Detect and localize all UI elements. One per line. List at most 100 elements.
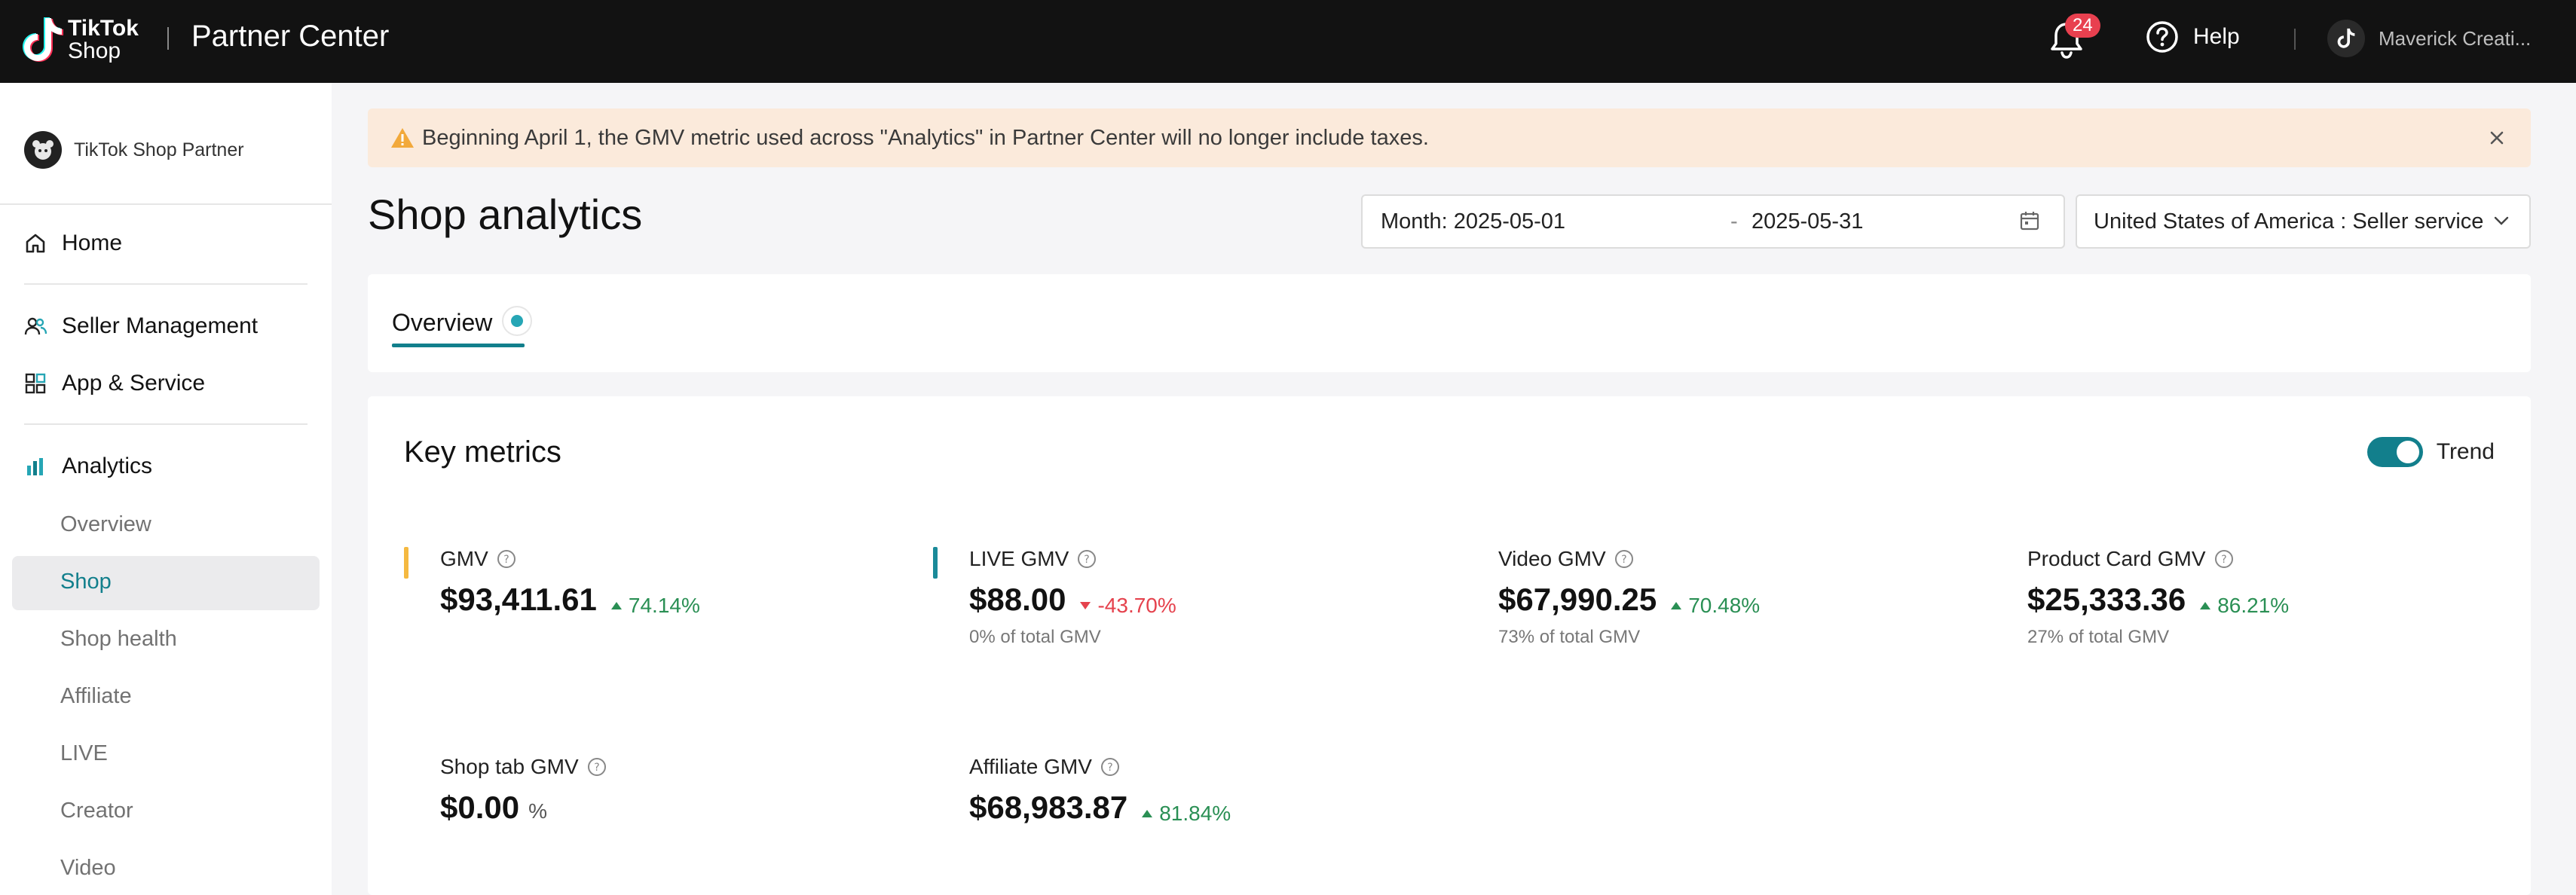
sidebar-subitem-overview[interactable]: Overview [60, 512, 151, 536]
trend-label: Trend [2436, 439, 2495, 464]
notification-badge: 24 [2065, 14, 2100, 38]
notice-banner: Beginning April 1, the GMV metric used a… [368, 108, 2531, 167]
svg-text:?: ? [2221, 554, 2226, 566]
metric-change: -43.70% [1079, 594, 1176, 618]
metric-value: $25,333.36 [2027, 582, 2186, 617]
svg-text:?: ? [1621, 554, 1626, 566]
metric-value-row: $0.00 % [440, 790, 607, 826]
info-icon[interactable]: ? [2213, 548, 2235, 570]
metric-change: 74.14% [610, 594, 700, 618]
metric-product-card-gmv[interactable]: Product Card GMV ? $25,333.36 86.21% 27%… [2027, 547, 2289, 648]
metric-change-value: 70.48% [1688, 594, 1761, 617]
metric-change-value: % [528, 799, 548, 823]
arrow-up-icon [610, 602, 622, 609]
info-icon[interactable]: ? [1100, 756, 1121, 777]
metric-change: 81.84% [1141, 802, 1231, 826]
metric-color-bar [933, 547, 938, 579]
header-divider [167, 27, 169, 50]
metric-label-row: GMV ? [440, 547, 700, 571]
logo-line-1: TikTok [68, 16, 139, 41]
help-label: Help [2193, 24, 2240, 49]
account-menu[interactable]: Maverick Creati... [2327, 20, 2531, 57]
metric-value-row: $25,333.36 86.21% [2027, 582, 2289, 618]
page-title: Shop analytics [368, 191, 643, 238]
sidebar-divider [24, 283, 307, 285]
metric-video-gmv[interactable]: Video GMV ? $67,990.25 70.48% 73% of tot… [1498, 547, 1760, 648]
key-metrics-card: Key metrics Trend GMV ? $93,411.61 74.14… [368, 396, 2531, 895]
metric-affiliate-gmv[interactable]: Affiliate GMV ? $68,983.87 81.84% [969, 755, 1231, 826]
sidebar-subitem-affiliate[interactable]: Affiliate [60, 684, 132, 708]
sidebar-item-analytics[interactable]: Analytics [24, 454, 152, 479]
sidebar-label-home: Home [62, 231, 123, 255]
trend-toggle[interactable] [2366, 437, 2423, 467]
tab-active-underline [392, 344, 525, 347]
sidebar-subitem-video[interactable]: Video [60, 856, 116, 880]
banner-text: Beginning April 1, the GMV metric used a… [422, 125, 1429, 150]
metric-label-row: Product Card GMV ? [2027, 547, 2289, 571]
arrow-down-icon [1080, 602, 1091, 609]
arrow-up-icon [1142, 810, 1153, 817]
sidebar-item-seller-management[interactable]: Seller Management [24, 313, 258, 339]
metric-share: 0% of total GMV [969, 627, 1101, 647]
region-select[interactable]: United States of America : Seller servic… [2076, 194, 2531, 249]
sidebar-subitem-live[interactable]: LIVE [60, 741, 108, 765]
info-icon[interactable]: ? [1076, 548, 1097, 570]
chevron-down-icon [2494, 216, 2509, 225]
metric-shop-tab-gmv[interactable]: Shop tab GMV ? $0.00 % [440, 755, 607, 826]
analytics-icon [27, 458, 43, 475]
metric-value-row: $88.00 -43.70% [969, 582, 1176, 618]
calendar-icon [2020, 212, 2039, 231]
date-separator: - [1730, 209, 1738, 234]
metric-change: 86.21% [2199, 594, 2289, 618]
region-select-value: United States of America : Seller servic… [2094, 209, 2484, 234]
metric-label-row: Video GMV ? [1498, 547, 1760, 571]
metric-label: LIVE GMV [969, 547, 1069, 570]
sidebar-divider [24, 423, 307, 425]
metric-change-value: 74.14% [628, 594, 700, 617]
header-divider-2 [2294, 29, 2296, 50]
trend-toggle-group: Trend [2366, 437, 2495, 467]
arrow-up-icon [2200, 602, 2211, 609]
sidebar-item-app-service[interactable]: App & Service [24, 371, 205, 396]
sidebar-label-app-service: App & Service [62, 371, 206, 396]
metric-gmv[interactable]: GMV ? $93,411.61 74.14% [404, 547, 700, 618]
metric-label: Product Card GMV [2027, 547, 2206, 570]
metric-label: Affiliate GMV [969, 755, 1092, 778]
metric-change: 70.48% [1670, 594, 1760, 618]
tiktok-logo-icon [23, 17, 63, 62]
logo-line-2: Shop [68, 38, 121, 63]
metric-value-row: $67,990.25 70.48% [1498, 582, 1760, 618]
metric-live-gmv[interactable]: LIVE GMV ? $88.00 -43.70% 0% of total GM… [933, 547, 1176, 648]
tab-indicator-dot [502, 306, 532, 336]
metric-share: 27% of total GMV [2027, 627, 2170, 647]
metric-change-value: 81.84% [1159, 802, 1231, 825]
tab-overview[interactable]: Overview [392, 309, 493, 336]
info-icon[interactable]: ? [496, 548, 517, 570]
avatar [2327, 20, 2365, 57]
sidebar-label-seller-management: Seller Management [62, 313, 259, 338]
close-icon[interactable] [2484, 125, 2510, 151]
apps-icon [25, 373, 46, 394]
partner-profile[interactable]: TikTok Shop Partner [24, 131, 244, 169]
metric-value: $93,411.61 [440, 582, 597, 617]
metric-change-value: 86.21% [2217, 594, 2290, 617]
account-name: Maverick Creati... [2379, 26, 2532, 50]
sidebar-item-home[interactable]: Home [24, 231, 122, 256]
info-icon[interactable]: ? [1614, 548, 1635, 570]
info-icon[interactable]: ? [586, 756, 607, 777]
metric-value: $0.00 [440, 790, 520, 825]
date-range-picker[interactable]: Month: 2025-05-01 - 2025-05-31 [1361, 194, 2065, 249]
help-button[interactable]: Help [2145, 20, 2240, 54]
metric-label-row: LIVE GMV ? [969, 547, 1176, 571]
sidebar-subitem-shop[interactable]: Shop [60, 570, 112, 594]
date-end: 2025-05-31 [1751, 209, 1864, 234]
metric-value: $88.00 [969, 582, 1066, 617]
date-start: Month: 2025-05-01 [1381, 209, 1566, 234]
sidebar-subitem-shop-health[interactable]: Shop health [60, 627, 177, 651]
svg-text:?: ? [1107, 762, 1112, 774]
partner-avatar [24, 131, 62, 169]
sidebar-label-analytics: Analytics [62, 454, 153, 478]
metric-change-value: -43.70% [1097, 594, 1176, 617]
tiktok-shop-logo[interactable]: TikTok Shop [23, 15, 139, 65]
sidebar-subitem-creator[interactable]: Creator [60, 799, 133, 823]
